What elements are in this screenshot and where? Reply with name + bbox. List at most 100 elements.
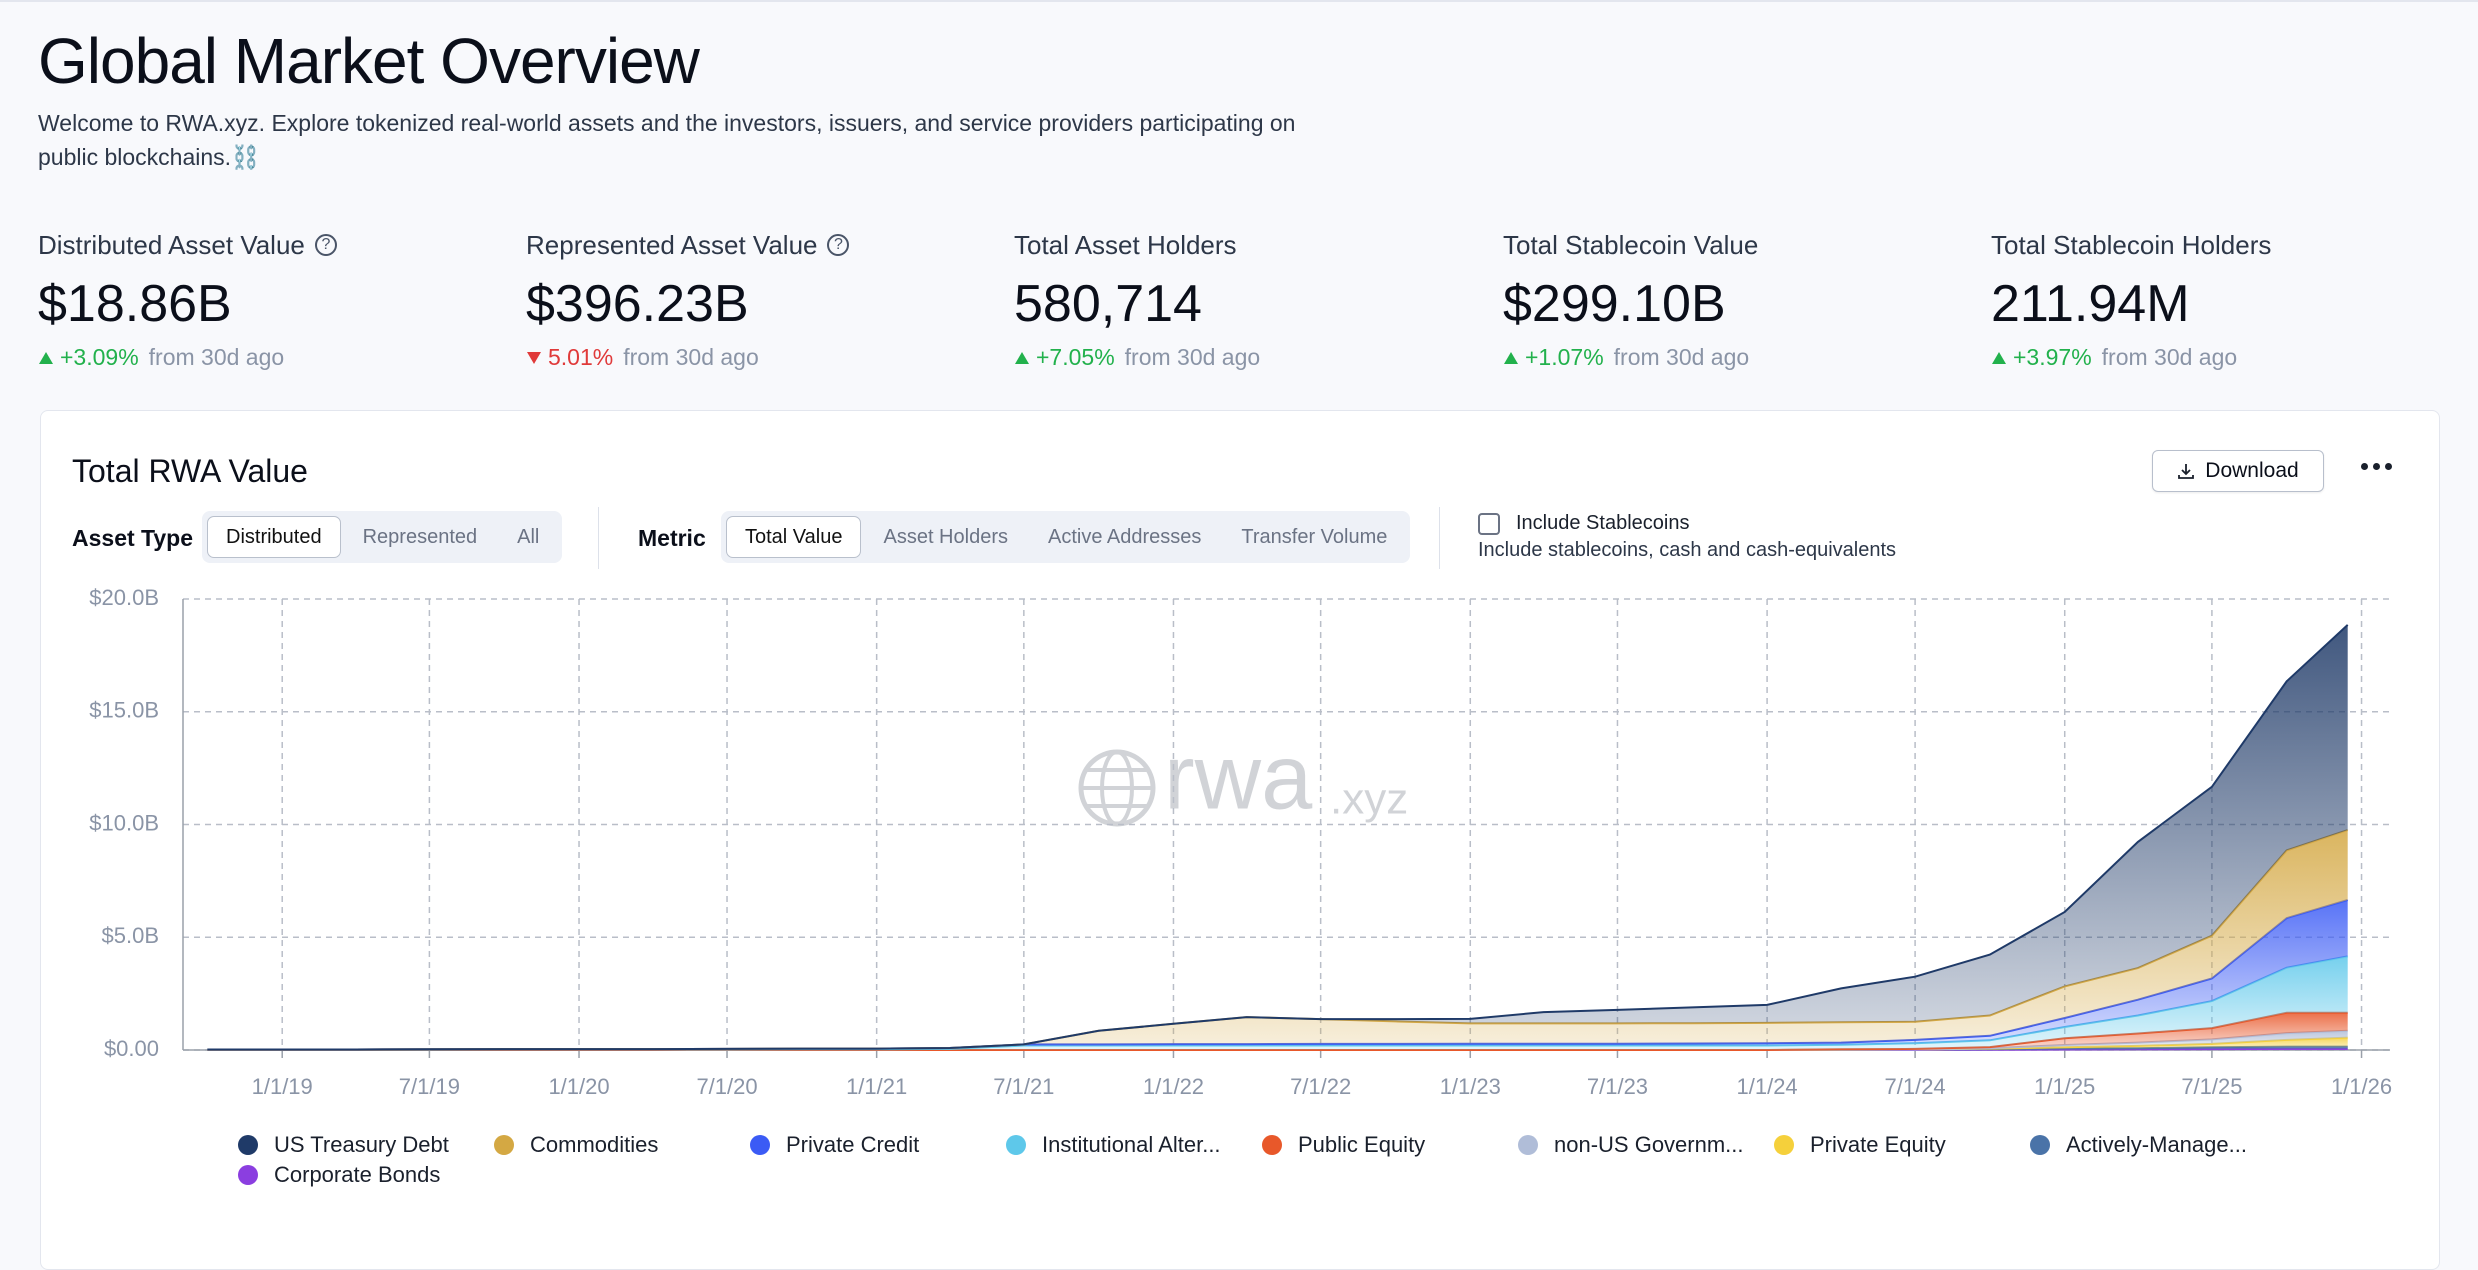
stat-change: +7.05% (1036, 344, 1115, 370)
legend-item[interactable]: Actively-Manage... (2030, 1132, 2247, 1157)
download-label: Download (2205, 459, 2299, 482)
x-tick-label: 1/1/25 (2034, 1074, 2095, 1099)
stat-value: $396.23B (526, 275, 749, 333)
stat-card: Represented Asset Value? $396.23B 5.01% fro… (526, 228, 996, 371)
stat-value: $18.86B (38, 275, 232, 333)
areas (207, 624, 2349, 1051)
stat-change: +1.07% (1525, 344, 1604, 370)
legend-label: Private Equity (1810, 1132, 1946, 1157)
y-tick-label: $10.0B (89, 810, 159, 835)
area (207, 624, 2348, 1050)
include-stablecoins-checkbox[interactable] (1478, 513, 1500, 535)
legend-label: US Treasury Debt (274, 1132, 449, 1157)
legend-item[interactable]: Private Credit (750, 1132, 919, 1157)
legend-item[interactable]: Public Equity (1262, 1132, 1425, 1157)
x-tick-label: 1/1/21 (846, 1074, 907, 1099)
stat-card: Total Asset Holders 580,714 +7.05% from 30d… (1014, 228, 1484, 371)
stat-comparison: from 30d ago (623, 344, 759, 370)
x-tick-label: 1/1/23 (1440, 1074, 1501, 1099)
stat-comparison: from 30d ago (2101, 344, 2238, 370)
watermark-sub: .xyz (1330, 775, 1408, 824)
legend-label: non-US Governm... (1554, 1132, 1744, 1157)
x-tick-label: 7/1/25 (2181, 1074, 2242, 1099)
card-title: Total RWA Value (72, 453, 308, 489)
help-icon[interactable]: ? (314, 234, 337, 256)
x-tick-label: 1/1/20 (548, 1074, 609, 1099)
stat-card: Total Stablecoin Holders 211.94M +3.97% fro… (1991, 228, 2461, 371)
page-title: Global Market Overview (38, 25, 700, 97)
watermark-main: rwa (1164, 726, 1313, 828)
legend-swatch (238, 1135, 258, 1155)
stat-change-row: +3.09% from 30d ago (38, 344, 508, 371)
stat-card: Total Stablecoin Value $299.10B +1.07% from… (1503, 228, 1973, 371)
legend-swatch (1262, 1135, 1282, 1155)
stat-change-row: 5.01% from 30d ago (526, 344, 996, 371)
download-button[interactable]: Download (2152, 450, 2324, 492)
stat-label-row: Total Stablecoin Value (1503, 228, 1973, 262)
stat-change-row: +7.05% from 30d ago (1014, 344, 1484, 371)
stat-change: +3.09% (60, 344, 139, 370)
legend-swatch (750, 1135, 770, 1155)
x-tick-label: 1/1/24 (1737, 1074, 1798, 1099)
legend-label: Corporate Bonds (274, 1162, 440, 1187)
stat-comparison: from 30d ago (1124, 344, 1261, 370)
stat-value: 580,714 (1014, 275, 1202, 333)
stat-label: Total Asset Holders (1014, 229, 1237, 260)
stat-change: 5.01% (548, 344, 614, 370)
legend-item[interactable]: US Treasury Debt (238, 1132, 449, 1157)
legend-swatch (1774, 1135, 1794, 1155)
toggle-option[interactable]: Distributed (207, 516, 341, 558)
toggle-option[interactable]: Asset Holders (883, 525, 1008, 548)
y-tick-label: $20.0B (89, 585, 159, 610)
help-icon[interactable]: ? (827, 234, 850, 256)
trend-arrow (39, 351, 53, 364)
stat-card: Distributed Asset Value? $18.86B +3.09% fro… (38, 228, 508, 371)
stat-label-row: Distributed Asset Value? (38, 228, 508, 262)
toggle-option[interactable]: All (517, 525, 540, 548)
x-tick-label: 1/1/26 (2331, 1074, 2392, 1099)
toggle-option[interactable]: Represented (362, 525, 478, 548)
stat-change-row: +3.97% from 30d ago (1991, 344, 2461, 371)
stat-change-row: +1.07% from 30d ago (1503, 344, 1973, 371)
y-tick-label: $5.0B (102, 923, 160, 948)
legend-item[interactable]: Private Equity (1774, 1132, 1946, 1157)
more-menu[interactable] (2361, 463, 2392, 470)
watermark: rwa .xyz (1078, 726, 1408, 828)
divider (1439, 507, 1440, 569)
x-tick-label: 7/1/21 (993, 1074, 1054, 1099)
stat-label-row: Total Asset Holders (1014, 228, 1484, 262)
stat-value: $299.10B (1503, 275, 1726, 333)
legend-swatch (1518, 1135, 1538, 1155)
stat-change: +3.97% (2013, 344, 2092, 370)
legend-item[interactable]: Commodities (494, 1132, 658, 1157)
y-tick-label: $15.0B (89, 698, 159, 723)
legend-swatch (494, 1135, 514, 1155)
x-tick-label: 7/1/22 (1290, 1074, 1351, 1099)
trend-arrow (1015, 351, 1029, 364)
legend-label: Institutional Alter... (1042, 1132, 1221, 1157)
stat-label: Distributed Asset Value (38, 229, 305, 260)
legend-item[interactable]: Corporate Bonds (238, 1162, 440, 1187)
toggle-option[interactable]: Transfer Volume (1241, 525, 1388, 548)
chart-card: Total RWA Value Download Asset Type Dist… (40, 410, 2440, 1270)
x-tick-label: 7/1/23 (1587, 1074, 1648, 1099)
trend-arrow (527, 351, 541, 364)
legend-swatch (1006, 1135, 1026, 1155)
toggle-option[interactable]: Active Addresses (1047, 525, 1202, 548)
legend-swatch (238, 1165, 258, 1185)
legend-label: Private Credit (786, 1132, 919, 1157)
x-tick-label: 7/1/19 (399, 1074, 460, 1099)
area-edge (207, 624, 2349, 1051)
stat-label: Represented Asset Value (526, 229, 818, 260)
stat-comparison: from 30d ago (1613, 344, 1750, 370)
stat-label-row: Represented Asset Value? (526, 228, 996, 262)
legend-item[interactable]: non-US Governm... (1518, 1132, 1744, 1157)
x-tick-label: 7/1/24 (1885, 1074, 1946, 1099)
legend-item[interactable]: Institutional Alter... (1006, 1132, 1221, 1157)
toggle-option[interactable]: Total Value (726, 516, 862, 558)
stat-comparison: from 30d ago (148, 344, 285, 370)
legend-label: Commodities (530, 1132, 658, 1157)
